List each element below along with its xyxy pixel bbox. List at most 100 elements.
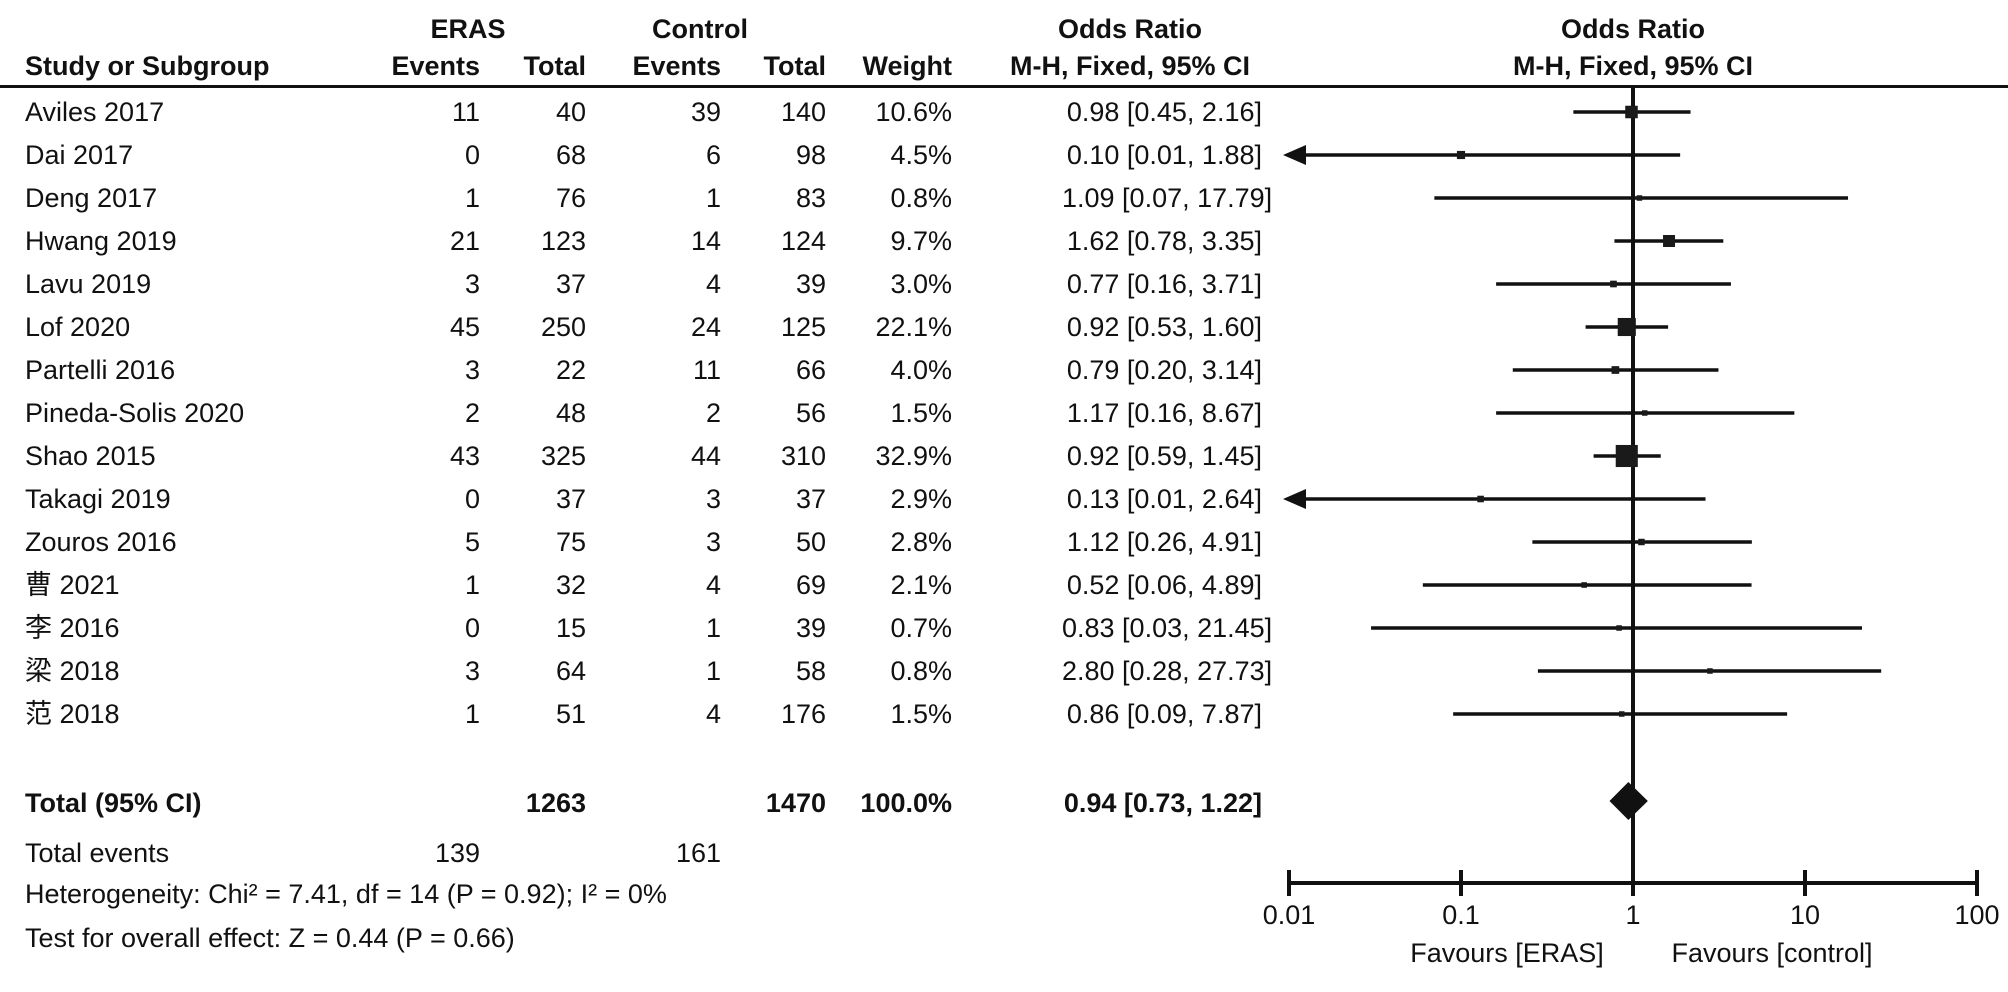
study-weight: 4.5% [890,140,952,170]
effect-square [1616,625,1622,631]
study-weight: 9.7% [890,226,952,256]
study-control-total: 98 [795,140,826,170]
study-or-text: 0.79 [0.20, 3.14] [1066,355,1262,385]
header-group-eras: ERAS [430,14,506,44]
study-name: 梁 2018 [25,656,120,686]
study-control-total: 50 [795,527,826,557]
study-or-text: 0.92 [0.53, 1.60] [1066,312,1262,342]
x-axis-tick-label: 0.01 [1262,900,1316,930]
x-axis-tick-label: 100 [1954,900,2000,930]
study-name: Zouros 2016 [25,527,177,557]
study-name: Lof 2020 [25,312,131,342]
study-name: Deng 2017 [25,183,158,213]
total-events-label: Total events [25,838,170,868]
study-weight: 10.6% [875,97,952,127]
effect-square [1618,711,1625,717]
header-eras-events: Events [391,51,480,81]
study-or-text: 0.77 [0.16, 3.71] [1066,269,1262,299]
total-row-label: Total (95% CI) [25,788,202,818]
header-odds-ratio-left: Odds Ratio [1057,14,1202,44]
study-weight: 0.8% [890,656,952,686]
study-eras-total: 15 [555,613,586,643]
study-name: Shao 2015 [25,441,156,471]
study-control-events: 39 [690,97,721,127]
study-control-events: 44 [690,441,721,471]
study-or-text: 1.12 [0.26, 4.91] [1066,527,1262,557]
effect-square [1611,366,1620,374]
study-control-total: 58 [795,656,826,686]
study-control-events: 24 [690,312,721,342]
overall-effect-text: Test for overall effect: Z = 0.44 (P = 0… [25,923,515,953]
study-or-text: 0.92 [0.59, 1.45] [1066,441,1262,471]
study-eras-events: 2 [464,398,480,428]
header-group-control: Control [652,14,748,44]
study-or-text: 2.80 [0.28, 27.73] [1062,656,1273,686]
study-or-text: 0.10 [0.01, 1.88] [1066,140,1262,170]
total-control-total: 1470 [765,788,826,818]
study-name: Hwang 2019 [25,226,177,256]
study-weight: 0.7% [890,613,952,643]
study-control-events: 1 [705,183,721,213]
favours-left-label: Favours [ERAS] [1410,938,1604,968]
study-eras-events: 3 [464,269,480,299]
study-eras-events: 0 [464,140,480,170]
effect-square [1638,538,1645,546]
study-eras-total: 64 [555,656,586,686]
study-control-total: 56 [795,398,826,428]
x-axis-tick-label: 0.1 [1442,900,1480,930]
study-eras-events: 1 [464,699,480,729]
study-name: 范 2018 [25,699,120,729]
study-control-events: 6 [705,140,721,170]
study-name: 李 2016 [25,613,120,643]
study-eras-events: 1 [464,570,480,600]
study-eras-events: 11 [451,97,480,127]
study-weight: 1.5% [890,699,952,729]
effect-square [1615,444,1638,468]
study-control-events: 2 [705,398,721,428]
study-name: Aviles 2017 [25,97,165,127]
study-or-text: 1.17 [0.16, 8.67] [1066,398,1262,428]
favours-right-label: Favours [control] [1671,938,1873,968]
study-eras-total: 68 [555,140,586,170]
study-eras-total: 123 [540,226,586,256]
study-control-events: 4 [705,269,721,299]
effect-square [1625,105,1638,119]
study-eras-total: 32 [555,570,586,600]
header-mh-fixed-ci-right: M-H, Fixed, 95% CI [1512,51,1754,81]
effect-square [1617,317,1636,337]
study-eras-total: 250 [540,312,586,342]
study-or-text: 0.52 [0.06, 4.89] [1066,570,1262,600]
study-eras-events: 5 [464,527,480,557]
study-or-text: 1.09 [0.07, 17.79] [1062,183,1273,213]
x-axis-tick-label: 1 [1625,900,1641,930]
study-weight: 3.0% [890,269,952,299]
study-name: Lavu 2019 [25,269,152,299]
study-control-total: 37 [795,484,826,514]
study-control-total: 83 [795,183,826,213]
study-eras-events: 0 [464,484,480,514]
study-or-text: 0.13 [0.01, 2.64] [1066,484,1262,514]
study-weight: 1.5% [890,398,952,428]
effect-square [1663,235,1676,247]
study-weight: 2.1% [890,570,952,600]
study-weight: 4.0% [890,355,952,385]
study-name: Dai 2017 [25,140,134,170]
study-weight: 2.9% [890,484,952,514]
study-eras-total: 48 [555,398,586,428]
study-control-total: 176 [780,699,826,729]
study-control-total: 66 [795,355,826,385]
effect-square [1641,410,1648,416]
study-control-total: 125 [780,312,826,342]
effect-square [1707,668,1713,674]
study-weight: 2.8% [890,527,952,557]
header-study-or-subgroup: Study or Subgroup [25,51,270,81]
study-eras-events: 1 [464,183,480,213]
study-name: Takagi 2019 [25,484,171,514]
study-or-text: 0.83 [0.03, 21.45] [1062,613,1273,643]
study-eras-events: 3 [464,355,480,385]
total-diamond [1609,782,1648,820]
study-weight: 22.1% [875,312,952,342]
total-eras-total: 1263 [525,788,586,818]
effect-square [1636,195,1643,201]
